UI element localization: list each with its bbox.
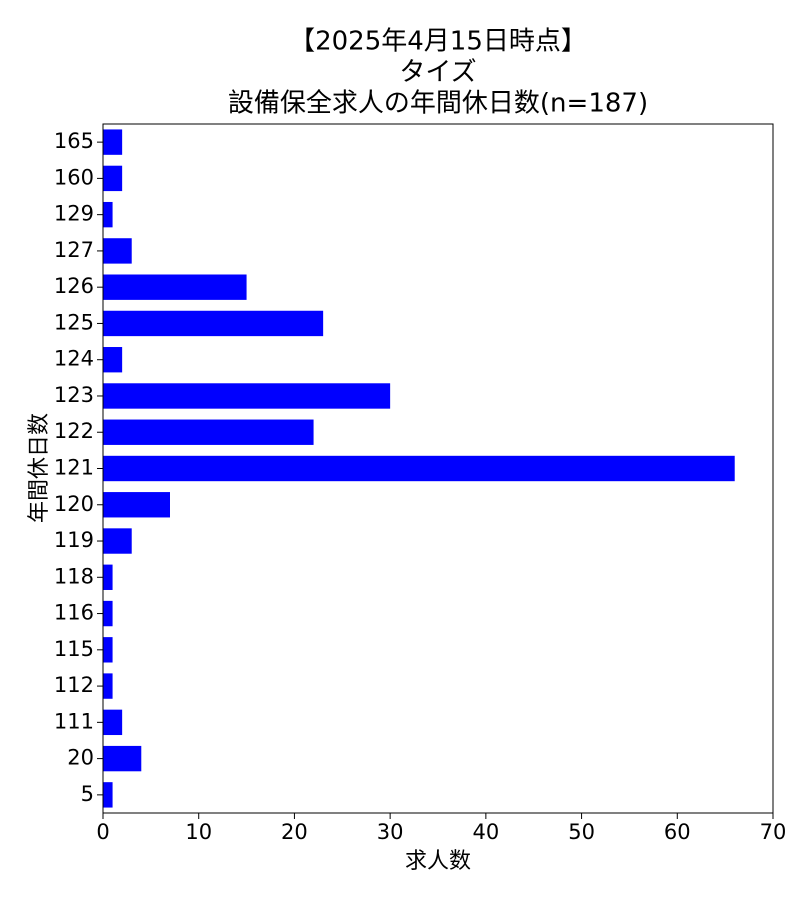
x-tick-label: 20 bbox=[281, 820, 308, 844]
bar bbox=[103, 745, 142, 772]
x-tick-label: 0 bbox=[96, 820, 109, 844]
x-tick-label: 70 bbox=[760, 820, 787, 844]
y-tick-label: 126 bbox=[54, 274, 94, 298]
x-tick-label: 30 bbox=[377, 820, 404, 844]
y-tick-label: 129 bbox=[54, 202, 94, 226]
y-tick-label: 119 bbox=[54, 528, 94, 552]
y-tick-label: 112 bbox=[54, 673, 94, 697]
x-tick-label: 10 bbox=[185, 820, 212, 844]
bar bbox=[103, 238, 132, 264]
bar bbox=[103, 673, 113, 699]
bar bbox=[103, 201, 113, 228]
y-tick-label: 125 bbox=[54, 310, 94, 334]
chart-title: タイズ bbox=[399, 58, 476, 88]
x-axis-label: 求人数 bbox=[405, 849, 471, 874]
y-tick-label: 118 bbox=[54, 564, 94, 588]
bar bbox=[103, 709, 123, 736]
bar bbox=[103, 347, 123, 373]
chart-title: 設備保全求人の年間休日数(n=187) bbox=[228, 89, 648, 119]
bar bbox=[103, 274, 247, 300]
y-tick-label: 120 bbox=[54, 492, 94, 516]
bar bbox=[103, 310, 324, 337]
bar bbox=[103, 419, 314, 445]
y-axis-label: 年間休日数 bbox=[27, 413, 52, 523]
chart-title: 【2025年4月15日時点】 bbox=[289, 27, 587, 57]
y-tick-label: 5 bbox=[81, 782, 94, 806]
y-tick-label: 116 bbox=[54, 601, 94, 625]
bar bbox=[103, 600, 113, 627]
bar bbox=[103, 383, 391, 409]
bar bbox=[103, 637, 113, 663]
y-tick-label: 115 bbox=[54, 637, 94, 661]
bar bbox=[103, 782, 113, 808]
plot-frame bbox=[102, 123, 774, 814]
y-tick-label: 121 bbox=[54, 456, 94, 480]
bar bbox=[103, 564, 113, 590]
x-tick-label: 40 bbox=[472, 820, 499, 844]
bar bbox=[103, 528, 132, 554]
y-tick-label: 165 bbox=[54, 129, 94, 153]
y-tick-label: 127 bbox=[54, 238, 94, 262]
bar bbox=[103, 492, 170, 518]
bar bbox=[103, 129, 123, 155]
x-tick-label: 60 bbox=[664, 820, 691, 844]
bar bbox=[103, 165, 123, 192]
bar bbox=[103, 455, 735, 482]
y-tick-label: 20 bbox=[67, 746, 94, 770]
y-tick-label: 122 bbox=[54, 419, 94, 443]
y-tick-label: 123 bbox=[54, 383, 94, 407]
x-tick-label: 50 bbox=[568, 820, 595, 844]
y-tick-label: 160 bbox=[54, 165, 94, 189]
y-tick-label: 111 bbox=[54, 709, 94, 733]
y-tick-label: 124 bbox=[54, 347, 94, 371]
